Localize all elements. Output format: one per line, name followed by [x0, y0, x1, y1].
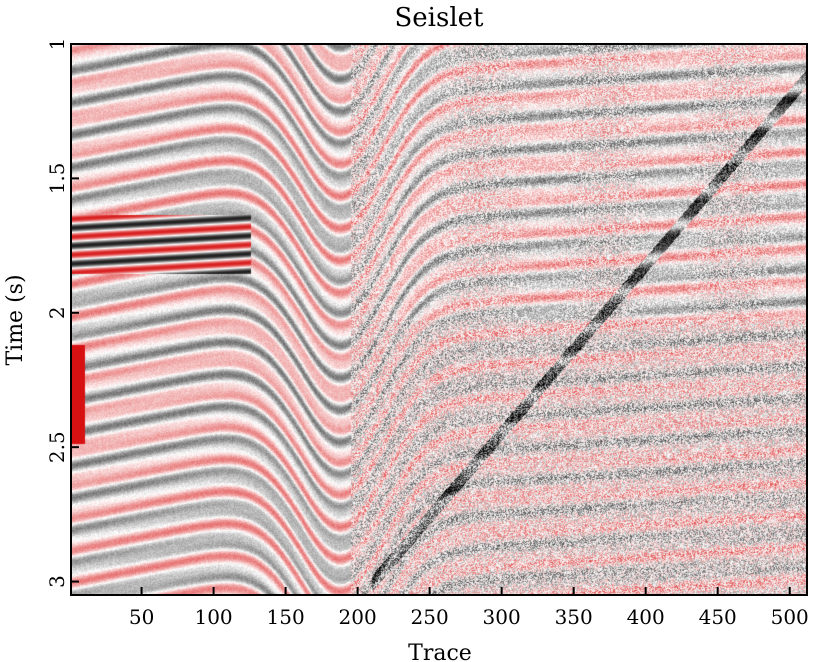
- x-tick-label: 300: [483, 605, 521, 629]
- x-tick-label: 100: [194, 605, 232, 629]
- x-tick-label: 50: [129, 605, 154, 629]
- x-axis-label: Trace: [408, 641, 472, 662]
- x-axis: 50 100 150 200 250 300 350 400 450 500: [129, 587, 809, 629]
- x-tick-label: 250: [411, 605, 449, 629]
- chart-title: Seislet: [394, 3, 484, 33]
- x-tick-label: 450: [699, 605, 737, 629]
- y-tick-label: 2.5: [45, 431, 69, 463]
- plot-frame: [70, 43, 808, 596]
- plot-area: [70, 43, 808, 596]
- y-axis: 1 1.5 2 2.5 3: [45, 38, 79, 588]
- x-tick-label: 500: [771, 605, 809, 629]
- y-tick-label: 2: [45, 306, 69, 319]
- x-tick-label: 150: [267, 605, 305, 629]
- x-tick-label: 400: [627, 605, 665, 629]
- heatmap-image: [71, 44, 807, 595]
- x-tick-label: 350: [555, 605, 593, 629]
- x-tick-label: 200: [339, 605, 377, 629]
- y-tick-label: 1: [45, 38, 69, 51]
- y-tick-label: 1.5: [45, 162, 69, 194]
- y-axis-label: Time (s): [3, 274, 28, 365]
- y-tick-label: 3: [45, 575, 69, 588]
